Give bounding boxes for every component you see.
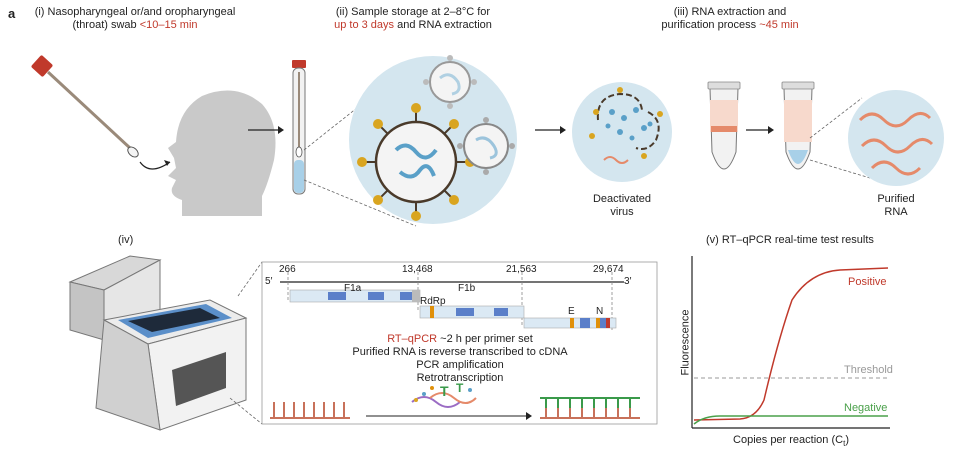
template-strand (270, 402, 350, 419)
extraction-tube-1 (707, 81, 741, 170)
step-3-caption: (iii) RNA extraction and purification pr… (660, 6, 800, 32)
virus-icon-large (357, 103, 475, 221)
panel-letter: a (8, 6, 16, 21)
x-axis-label-text: Copies per reaction (C (733, 434, 844, 446)
amplified-strand (540, 397, 640, 419)
process-text: RT–qPCR ~2 h per primer set Purified RNA… (300, 333, 620, 385)
x-axis-label: Copies per reaction (Ct) (716, 434, 866, 450)
rtqpcr-chart (691, 256, 890, 429)
deactivated-virus-icon (589, 87, 663, 164)
process-line2: Purified RNA is reverse transcribed to c… (352, 346, 568, 358)
gene-n: N (596, 306, 604, 317)
virus-icon-small-right (457, 117, 515, 175)
pos-29674: 29,674 (593, 264, 624, 275)
process-line3: PCR amplification (416, 359, 504, 371)
step-2-time: up to 3 days (334, 19, 395, 31)
deactivated-caption: Deactivated virus (592, 193, 652, 219)
step-3-line1: (iii) RNA extraction and (673, 6, 787, 18)
step-1-line2: (throat) swab (72, 19, 140, 31)
three-prime-label: 3′ (624, 276, 632, 287)
x-axis-label-end: ) (845, 434, 849, 446)
step-2-line1: (ii) Sample storage at 2–8°C for (335, 6, 491, 18)
gene-e: E (568, 306, 575, 317)
pos-13468: 13,468 (402, 264, 433, 275)
positive-label: Positive (848, 276, 887, 288)
step-4-label: (iv) (118, 234, 134, 246)
swab-illustration (31, 55, 171, 170)
process-line4: Retrotranscription (416, 372, 504, 384)
five-prime-label: 5′ (265, 276, 273, 287)
purified-line1: Purified (877, 193, 915, 205)
rna-strands-icon (858, 112, 934, 176)
rtqpcr-time: ~2 h per primer set (437, 333, 533, 345)
rtqpcr-label: RT–qPCR (387, 333, 438, 345)
step-5-label: (v) RT–qPCR real-time test results (706, 234, 874, 246)
purified-line2: RNA (884, 206, 908, 218)
step-1-time: <10–15 min (139, 19, 198, 31)
negative-label: Negative (844, 402, 888, 414)
pos-21563: 21,563 (506, 264, 537, 275)
x-axis-label-sub: t (843, 439, 846, 449)
gene-f1b: F1b (458, 283, 476, 294)
pos-266: 266 (279, 264, 296, 275)
step-1-caption: (i) Nasopharyngeal or/and oropharyngeal … (25, 6, 245, 32)
svg-text:T: T (456, 381, 464, 395)
threshold-label: Threshold (844, 364, 893, 376)
step-2-line2: and RNA extraction (394, 19, 492, 31)
y-axis-label: Fluorescence (679, 309, 692, 376)
step-2-caption: (ii) Sample storage at 2–8°C for up to 3… (318, 6, 508, 32)
face-profile-icon (168, 90, 276, 216)
step-3-time: ~45 min (759, 19, 799, 31)
virus-icon-small-top (423, 55, 477, 109)
positive-series-line (693, 267, 889, 421)
svg-text:T: T (440, 383, 449, 399)
gene-f1a: F1a (344, 283, 362, 294)
step-3-line2: purification process (661, 19, 760, 31)
deactivated-line2: virus (610, 206, 634, 218)
sample-tube (292, 60, 306, 195)
gene-rdrp: RdRp (420, 296, 446, 307)
purified-caption: Purified RNA (866, 193, 926, 219)
negative-series-line (693, 415, 888, 425)
step-1-line1: (i) Nasopharyngeal or/and oropharyngeal (34, 6, 236, 18)
pcr-machine (68, 255, 248, 431)
deactivated-line1: Deactivated (592, 193, 652, 205)
purified-rna-circle (848, 90, 944, 186)
amplification-molecules-icon: T T (411, 381, 477, 408)
extraction-tube-2 (781, 81, 815, 170)
